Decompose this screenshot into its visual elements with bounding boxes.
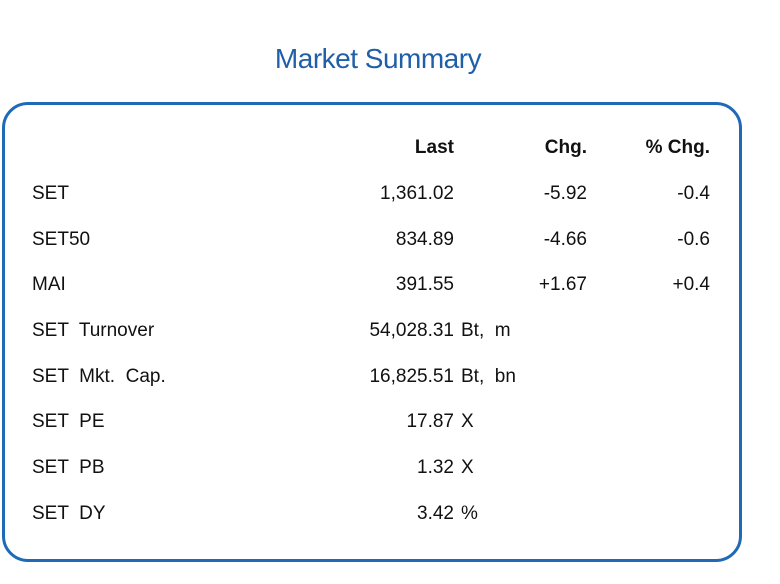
- stat-row-turnover: SET Turnover 54,028.31 Bt, m: [0, 320, 780, 344]
- index-last: 834.89: [395, 229, 454, 250]
- stat-value: 16,825.51: [369, 366, 454, 387]
- index-name: SET50: [32, 229, 91, 250]
- stat-name: SET DY: [32, 503, 106, 524]
- index-name: MAI: [32, 274, 66, 295]
- stat-row-pb: SET PB 1.32 X: [0, 457, 780, 481]
- stat-unit: X: [461, 457, 474, 478]
- index-row-set50: SET50 834.89 -4.66 -0.6: [0, 229, 780, 253]
- stat-row-pe: SET PE 17.87 X: [0, 411, 780, 435]
- stat-value: 17.87: [406, 411, 454, 432]
- index-last: 391.55: [395, 274, 454, 295]
- index-last: 1,361.02: [380, 183, 454, 204]
- index-chg: -4.66: [543, 229, 587, 250]
- index-pct-chg: +0.4: [672, 274, 710, 295]
- index-pct-chg: -0.4: [677, 183, 710, 204]
- index-pct-chg: -0.6: [677, 229, 710, 250]
- stat-unit: X: [461, 411, 474, 432]
- market-summary-panel: [2, 102, 742, 562]
- column-header-last: Last: [414, 137, 454, 158]
- stat-name: SET Turnover: [32, 320, 155, 341]
- stat-unit: Bt, bn: [461, 366, 516, 387]
- stat-name: SET PB: [32, 457, 105, 478]
- stat-row-dy: SET DY 3.42 %: [0, 503, 780, 527]
- stat-unit: %: [461, 503, 478, 524]
- column-header-pct-chg: % Chg.: [645, 137, 710, 158]
- stat-name: SET Mkt. Cap.: [32, 366, 166, 387]
- column-header-chg: Chg.: [544, 137, 587, 158]
- index-row-mai: MAI 391.55 +1.67 +0.4: [0, 274, 780, 298]
- stat-row-mkt-cap: SET Mkt. Cap. 16,825.51 Bt, bn: [0, 366, 780, 390]
- stat-name: SET PE: [32, 411, 105, 432]
- stat-unit: Bt, m: [461, 320, 511, 341]
- stat-value: 3.42: [417, 503, 454, 524]
- index-name: SET: [32, 183, 69, 204]
- index-chg: -5.92: [543, 183, 587, 204]
- page-title: Market Summary: [274, 43, 482, 74]
- index-row-set: SET 1,361.02 -5.92 -0.4: [0, 183, 780, 207]
- index-chg: +1.67: [538, 274, 587, 295]
- stat-value: 54,028.31: [369, 320, 454, 341]
- stat-value: 1.32: [417, 457, 454, 478]
